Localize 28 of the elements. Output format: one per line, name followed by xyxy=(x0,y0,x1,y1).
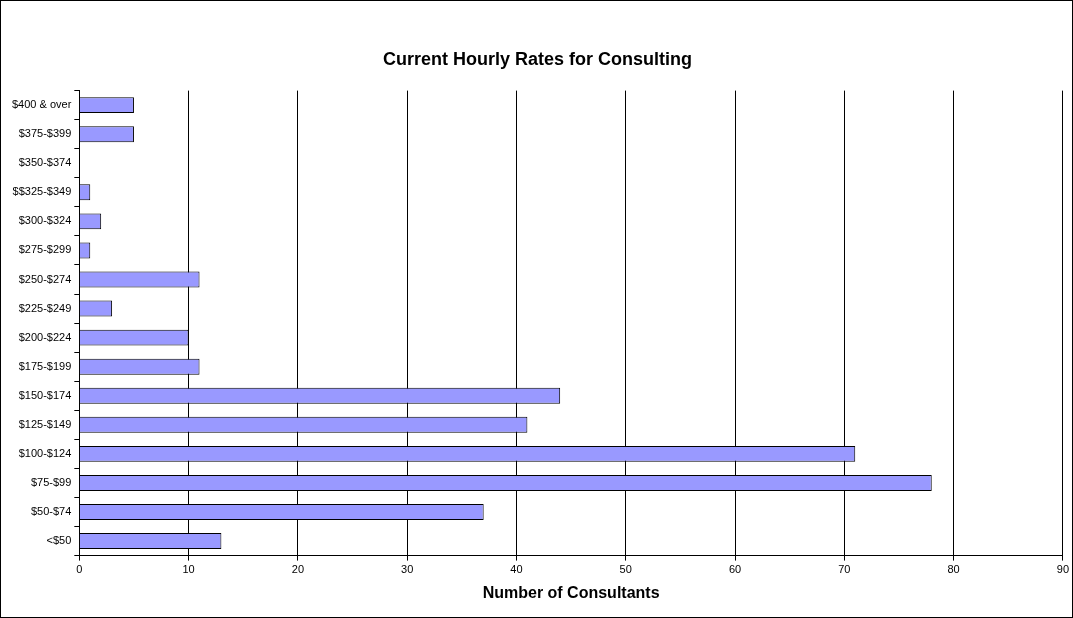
x-tick-label: 40 xyxy=(510,563,523,576)
y-tick-label: $250-$274 xyxy=(18,272,72,285)
x-tick-label: 60 xyxy=(728,563,742,576)
y-tick-label: $$325-$349 xyxy=(12,185,72,198)
y-tick-label: $175-$199 xyxy=(18,359,72,372)
y-tick-label: <$50 xyxy=(46,534,72,547)
x-tick-label: 10 xyxy=(182,563,195,576)
y-tick-label: $375-$399 xyxy=(18,127,72,140)
y-tick-label: $75-$99 xyxy=(30,475,72,488)
x-tick-label: 20 xyxy=(291,563,305,576)
chart-title: Current Hourly Rates for Consulting xyxy=(382,48,693,69)
y-tick-label: $50-$74 xyxy=(30,505,72,518)
x-tick-label: 30 xyxy=(401,563,414,576)
y-tick-label: $350-$374 xyxy=(18,156,72,169)
y-tick-label: $100-$124 xyxy=(18,446,72,459)
y-tick-label: $150-$174 xyxy=(18,388,72,401)
x-tick-label: 50 xyxy=(619,563,632,576)
y-tick-label: $200-$224 xyxy=(18,330,72,343)
y-tick-label: $275-$299 xyxy=(18,243,72,256)
x-tick-label: 0 xyxy=(76,563,83,576)
y-tick-label: $300-$324 xyxy=(18,214,72,227)
y-tick-label: $225-$249 xyxy=(18,301,72,314)
x-tick-label: 70 xyxy=(838,563,851,576)
x-axis-title: Number of Consultants xyxy=(482,583,660,601)
x-tick-label: 80 xyxy=(947,563,960,576)
y-tick-label: $400 & over xyxy=(11,98,72,111)
x-tick-label: 90 xyxy=(1056,563,1070,576)
y-tick-label: $125-$149 xyxy=(18,417,72,430)
